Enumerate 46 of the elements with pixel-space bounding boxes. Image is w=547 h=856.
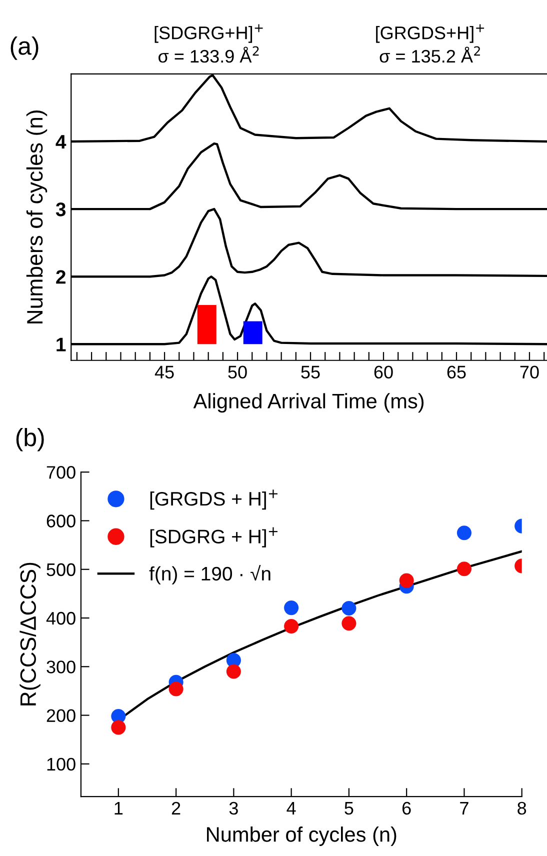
y-tick-label: 400 <box>46 612 76 625</box>
y-tick-label: 2 <box>56 270 66 284</box>
point <box>342 600 356 616</box>
text: [GRGDS+H]$^{+}$ σ = 135.2 Å$^{2}$ <box>376 24 484 63</box>
point <box>399 573 414 588</box>
point <box>456 526 472 540</box>
y-tick-label: 100 <box>47 758 76 771</box>
legend-label: [GRGDS + H]$^{+}$ <box>150 490 278 510</box>
x-tick-label: 2 <box>172 802 180 814</box>
y-tick-label: 200 <box>46 709 76 722</box>
x-tick-label: 8 <box>518 802 526 815</box>
y-tick-label: 3 <box>56 202 66 216</box>
point <box>111 720 126 735</box>
y-axis-title: Numbers of cycles (n) <box>26 110 48 324</box>
x-tick-label: 65 <box>447 366 466 378</box>
legend-label: [SDGRG + H]$^{+}$ <box>150 527 278 548</box>
x-tick-label: 1 <box>114 802 123 814</box>
y-axis-title: R(CCS/ΔCCS) <box>20 562 40 706</box>
x-tick-label: 4 <box>286 802 296 814</box>
y-tick-label: 600 <box>46 514 76 528</box>
x-tick-label: 7 <box>460 802 468 814</box>
legend-label: f(n) = 190 · √n <box>149 565 270 584</box>
point <box>456 562 472 576</box>
point <box>342 616 356 631</box>
x-axis-title: Aligned Arrival Time (ms) <box>193 393 424 413</box>
x-tick-label: 45 <box>154 366 174 378</box>
x-tick-label: 55 <box>301 366 320 378</box>
x-tick-label: 3 <box>229 802 238 815</box>
y-tick-label: 700 <box>46 466 76 479</box>
text: [SDGRG+H]$^{+}$ σ = 133.9 Å$^{2}$ <box>154 24 263 63</box>
point <box>284 618 299 634</box>
x-tick-label: 6 <box>402 802 411 815</box>
x-axis-title: Number of cycles (n) <box>207 826 396 846</box>
x-tick-label: 50 <box>228 366 247 378</box>
y-tick-label: 1 <box>56 338 66 352</box>
chart-title: (a) <box>10 36 38 60</box>
x-tick-label: 5 <box>344 802 354 815</box>
chart-title: (b) <box>16 428 44 452</box>
y-tick-label: 4 <box>56 135 66 149</box>
x-tick-label: 70 <box>520 366 539 378</box>
x-tick-label: 60 <box>374 366 393 378</box>
point <box>226 664 241 679</box>
point <box>284 600 299 616</box>
y-tick-label: 300 <box>46 660 76 674</box>
y-tick-label: 500 <box>46 563 76 576</box>
point <box>168 682 184 696</box>
